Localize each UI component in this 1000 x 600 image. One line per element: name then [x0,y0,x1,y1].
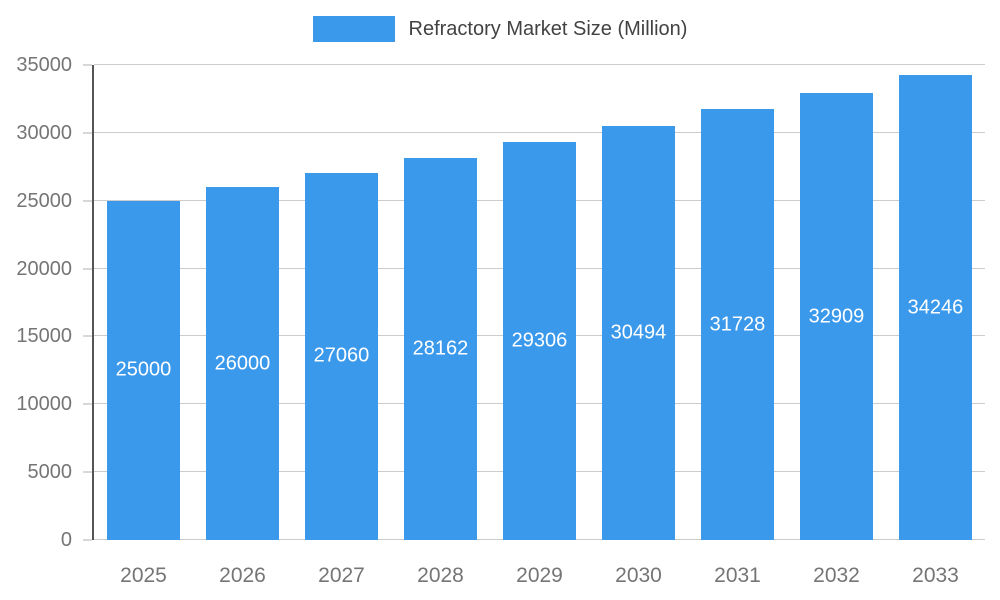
y-axis-tick-label: 30000 [16,121,72,144]
bar-2033: 34246 [898,75,973,540]
bar-2028: 28162 [403,157,478,540]
x-axis-label-2027: 2027 [318,564,365,587]
bar-slot-2025: 25000 [94,65,193,540]
bar-2027: 27060 [304,172,379,540]
legend-label: Refractory Market Size (Million) [408,17,688,40]
bar-slot-2026: 26000 [193,65,292,540]
bar-value-label: 26000 [214,352,271,375]
bar-value-label: 27060 [313,344,370,367]
y-axis-tick-mark [83,200,92,202]
bar-2029: 29306 [502,142,577,540]
bar-value-label: 34246 [907,296,964,319]
bar-slot-2030: 30494 [589,65,688,540]
legend-swatch-icon [312,16,395,42]
y-axis-tick-label: 35000 [16,54,72,76]
x-axis-label-2025: 2025 [120,564,167,587]
bars: 25000 26000 27060 28162 29306 30494 31728 32909… [94,65,985,540]
x-axis: 2025 2026 2027 2028 2029 2030 2031 2032 2033 [94,564,985,588]
bar-slot-2033: 34246 [886,65,985,540]
bar-value-label: 30494 [610,321,667,344]
bar-slot-2031: 31728 [688,65,787,540]
bar-2026: 26000 [205,187,280,540]
y-axis-tick-label: 10000 [16,393,72,416]
bar-value-label: 25000 [115,358,172,381]
x-axis-label-2028: 2028 [417,564,464,587]
plot-area: 25000 26000 27060 28162 29306 30494 31728 32909… [92,64,985,540]
y-axis-tick-mark [83,132,92,134]
y-axis-tick-mark [83,335,92,337]
y-axis-tick-mark [83,539,92,541]
bar-value-label: 32909 [808,305,865,328]
bar-2030: 30494 [601,126,676,540]
legend: Refractory Market Size (Million) [0,16,1000,42]
x-axis-label-2030: 2030 [615,564,662,587]
x-axis-label-2032: 2032 [813,564,860,587]
y-axis-tick-mark [83,64,92,66]
bar-slot-2028: 28162 [391,65,490,540]
x-axis-label-2033: 2033 [912,564,959,587]
y-axis-tick-label: 15000 [16,325,72,348]
bar-2025: 25000 [106,200,181,540]
bar-value-label: 28162 [412,337,469,360]
y-axis-tick-mark [83,471,92,473]
bar-slot-2029: 29306 [490,65,589,540]
gridline [94,64,985,65]
y-axis-tick-label: 25000 [16,189,72,212]
x-axis-label-2029: 2029 [516,564,563,587]
bar-slot-2032: 32909 [787,65,886,540]
bar-2032: 32909 [799,93,874,540]
y-axis-tick-mark [83,403,92,405]
y-axis-tick-label: 0 [60,529,72,551]
y-axis-tick-label: 5000 [27,461,73,484]
gridline [94,131,985,133]
y-axis-tick-label: 20000 [16,257,72,280]
chart-body: 0 5000 10000 15000 20000 25000 30000 35000 2500… [0,55,985,550]
bar-slot-2027: 27060 [292,65,391,540]
x-axis-label-2026: 2026 [219,564,266,587]
y-axis-tick-mark [83,268,92,270]
bar-2031: 31728 [700,109,775,540]
bar-value-label: 29306 [511,329,568,352]
y-axis: 0 5000 10000 15000 20000 25000 30000 35000 [0,55,92,550]
x-axis-label-2031: 2031 [714,564,761,587]
bar-value-label: 31728 [709,313,766,336]
